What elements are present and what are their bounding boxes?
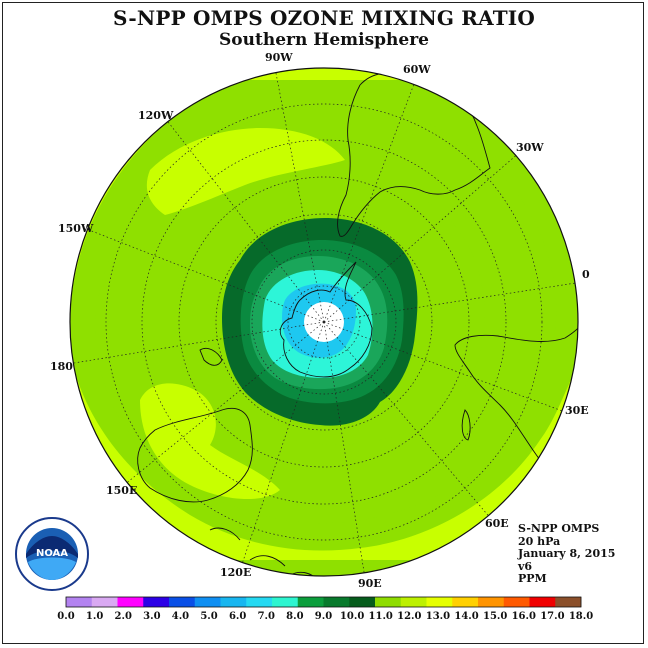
colorbar-tick-label: 16.0 [512, 611, 536, 622]
info-block: S-NPP OMPS 20 hPa January 8, 2015 v6 PPM [518, 522, 616, 586]
colorbar-swatch [143, 597, 170, 607]
lon-label-30w: 30W [516, 141, 544, 154]
info-level: 20 hPa [518, 534, 561, 548]
info-date: January 8, 2015 [518, 547, 616, 560]
colorbar-swatch [349, 597, 376, 607]
map-title: S-NPP OMPS OZONE MIXING RATIO [113, 6, 535, 30]
colorbar-swatch [117, 597, 144, 607]
info-units: PPM [518, 572, 547, 585]
latitude-circles [105, 103, 543, 541]
colorbar-swatch [375, 597, 402, 607]
colorbar-tick-label: 0.0 [57, 611, 74, 622]
colorbar: 0.0 1.0 2.0 3.0 4.0 5.0 6.0 7.0 8.0 9.0 10.0 11.0 12… [57, 596, 593, 622]
colorbar-tick-label: 8.0 [286, 611, 303, 622]
colorbar-swatch [400, 597, 427, 607]
colorbar-tick-label: 4.0 [172, 611, 189, 622]
coastlines [137, 72, 578, 576]
colorbar-swatch [169, 597, 196, 607]
colorbar-swatch [323, 597, 350, 607]
contour-12-13-pacific [140, 383, 280, 500]
colorbar-tick-label: 17.0 [540, 611, 564, 622]
info-version: v6 [518, 559, 533, 573]
lon-label-120w: 120W [138, 109, 174, 122]
colorbar-tick-label: 18.0 [569, 611, 593, 622]
lon-label-60e: 60E [485, 517, 509, 530]
lon-label-90e: 90E [358, 577, 382, 590]
colorbar-tick-label: 1.0 [86, 611, 103, 622]
colorbar-tick-label: 14.0 [454, 611, 478, 622]
globe-outline [69, 67, 579, 577]
colorbar-swatch [66, 597, 93, 607]
colorbar-swatch [503, 597, 530, 607]
colorbar-tick-label: 15.0 [483, 611, 507, 622]
colorbar-outline [65, 596, 582, 608]
colorbar-swatch [452, 597, 479, 607]
colorbar-tick-label: 2.0 [115, 611, 132, 622]
lon-label-60w: 60W [403, 63, 431, 76]
colorbar-tick-label: 11.0 [369, 611, 393, 622]
colorbar-swatch [529, 597, 556, 607]
colorbar-tick-label: 6.0 [229, 611, 246, 622]
colorbar-swatch [194, 597, 221, 607]
lon-label-120e: 120E [220, 566, 251, 579]
colorbar-tick-label: 10.0 [340, 611, 364, 622]
lon-label-180: 180 [50, 360, 73, 373]
colorbar-swatch [478, 597, 505, 607]
colorbar-tick-label: 5.0 [200, 611, 217, 622]
colorbar-swatch [91, 597, 118, 607]
meridian-lines [70, 68, 578, 576]
colorbar-tick-label: 13.0 [426, 611, 450, 622]
lon-label-30e: 30E [565, 404, 589, 417]
colorbar-swatch [272, 597, 299, 607]
longitude-labels: 90W 60W 30W 0 30E 60E 90E 120E 150E 180 … [50, 51, 590, 590]
map-subtitle: Southern Hemisphere [219, 30, 429, 50]
colorbar-swatch [555, 597, 582, 607]
lon-label-150w: 150W [58, 222, 94, 235]
colorbar-swatch [297, 597, 324, 607]
colorbar-swatch [426, 597, 453, 607]
noaa-logo: NOAA [15, 517, 89, 591]
lon-label-0: 0 [582, 268, 590, 281]
colorbar-tick-label: 3.0 [143, 611, 160, 622]
lon-label-150e: 150E [106, 484, 137, 497]
info-instrument: S-NPP OMPS [518, 522, 600, 535]
logo-text: NOAA [36, 548, 68, 559]
colorbar-tick-label: 7.0 [258, 611, 275, 622]
colorbar-swatch [246, 597, 273, 607]
colorbar-tick-label: 9.0 [315, 611, 332, 622]
globe [70, 68, 578, 576]
colorbar-swatch [220, 597, 247, 607]
lon-label-90w: 90W [265, 51, 293, 64]
contour-12-13-northwest [146, 128, 345, 215]
colorbar-tick-label: 12.0 [397, 611, 421, 622]
